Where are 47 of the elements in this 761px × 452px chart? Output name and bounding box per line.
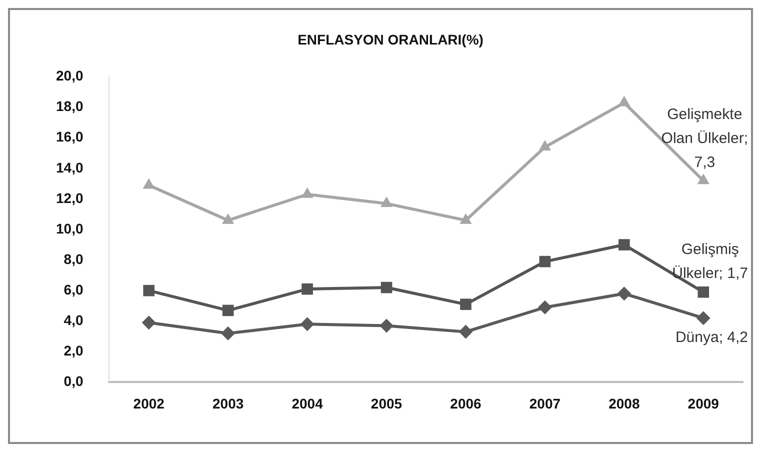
y-tick-label: 18,0 [56, 98, 84, 114]
x-tick-label: 2006 [450, 395, 482, 412]
point [458, 324, 473, 339]
point [380, 282, 392, 294]
point [460, 298, 472, 310]
x-tick-label: 2007 [529, 395, 561, 412]
x-tick-label: 2003 [212, 395, 244, 412]
point [143, 284, 155, 296]
y-tick-label: 10,0 [56, 220, 84, 236]
x-tick-label: 2002 [133, 395, 165, 412]
point [617, 286, 632, 301]
point [300, 317, 314, 332]
point [221, 326, 236, 340]
y-tick-label: 4,0 [64, 312, 84, 328]
point [538, 300, 552, 314]
annotation: Gelişmiş Ülkeler; 1,7 [672, 241, 748, 282]
point [302, 283, 313, 295]
point [697, 174, 710, 184]
point [696, 311, 710, 326]
point [222, 304, 234, 316]
point [142, 178, 155, 189]
y-tick-label: 12,0 [56, 190, 84, 206]
point [142, 316, 156, 330]
point [380, 196, 393, 208]
x-tick-label: 2005 [370, 395, 402, 412]
point [222, 213, 234, 224]
y-tick-label: 6,0 [64, 281, 84, 298]
point [539, 256, 551, 268]
annotation: Gelişmekte Olan Ülkeler; 7,3 [661, 106, 748, 171]
annotation: Dünya; 4,2 [675, 329, 748, 346]
y-tick-label: 20,0 [56, 68, 84, 84]
y-tick-label: 16,0 [56, 128, 84, 145]
point [618, 239, 630, 250]
point [460, 213, 472, 224]
y-tick-label: 8,0 [64, 250, 84, 267]
point [538, 140, 552, 151]
x-tick-label: 2004 [292, 395, 324, 412]
point [301, 187, 314, 198]
point [698, 286, 710, 298]
x-tick-label: 2009 [688, 395, 720, 412]
x-tick-label: 2008 [608, 395, 640, 412]
y-tick-label: 2,0 [64, 342, 84, 359]
chart-title: ENFLASYON ORANLARI(%) [298, 31, 484, 48]
point [618, 96, 630, 106]
point [380, 318, 394, 333]
y-tick-label: 14,0 [56, 159, 84, 176]
y-tick-label: 0,0 [64, 373, 84, 390]
